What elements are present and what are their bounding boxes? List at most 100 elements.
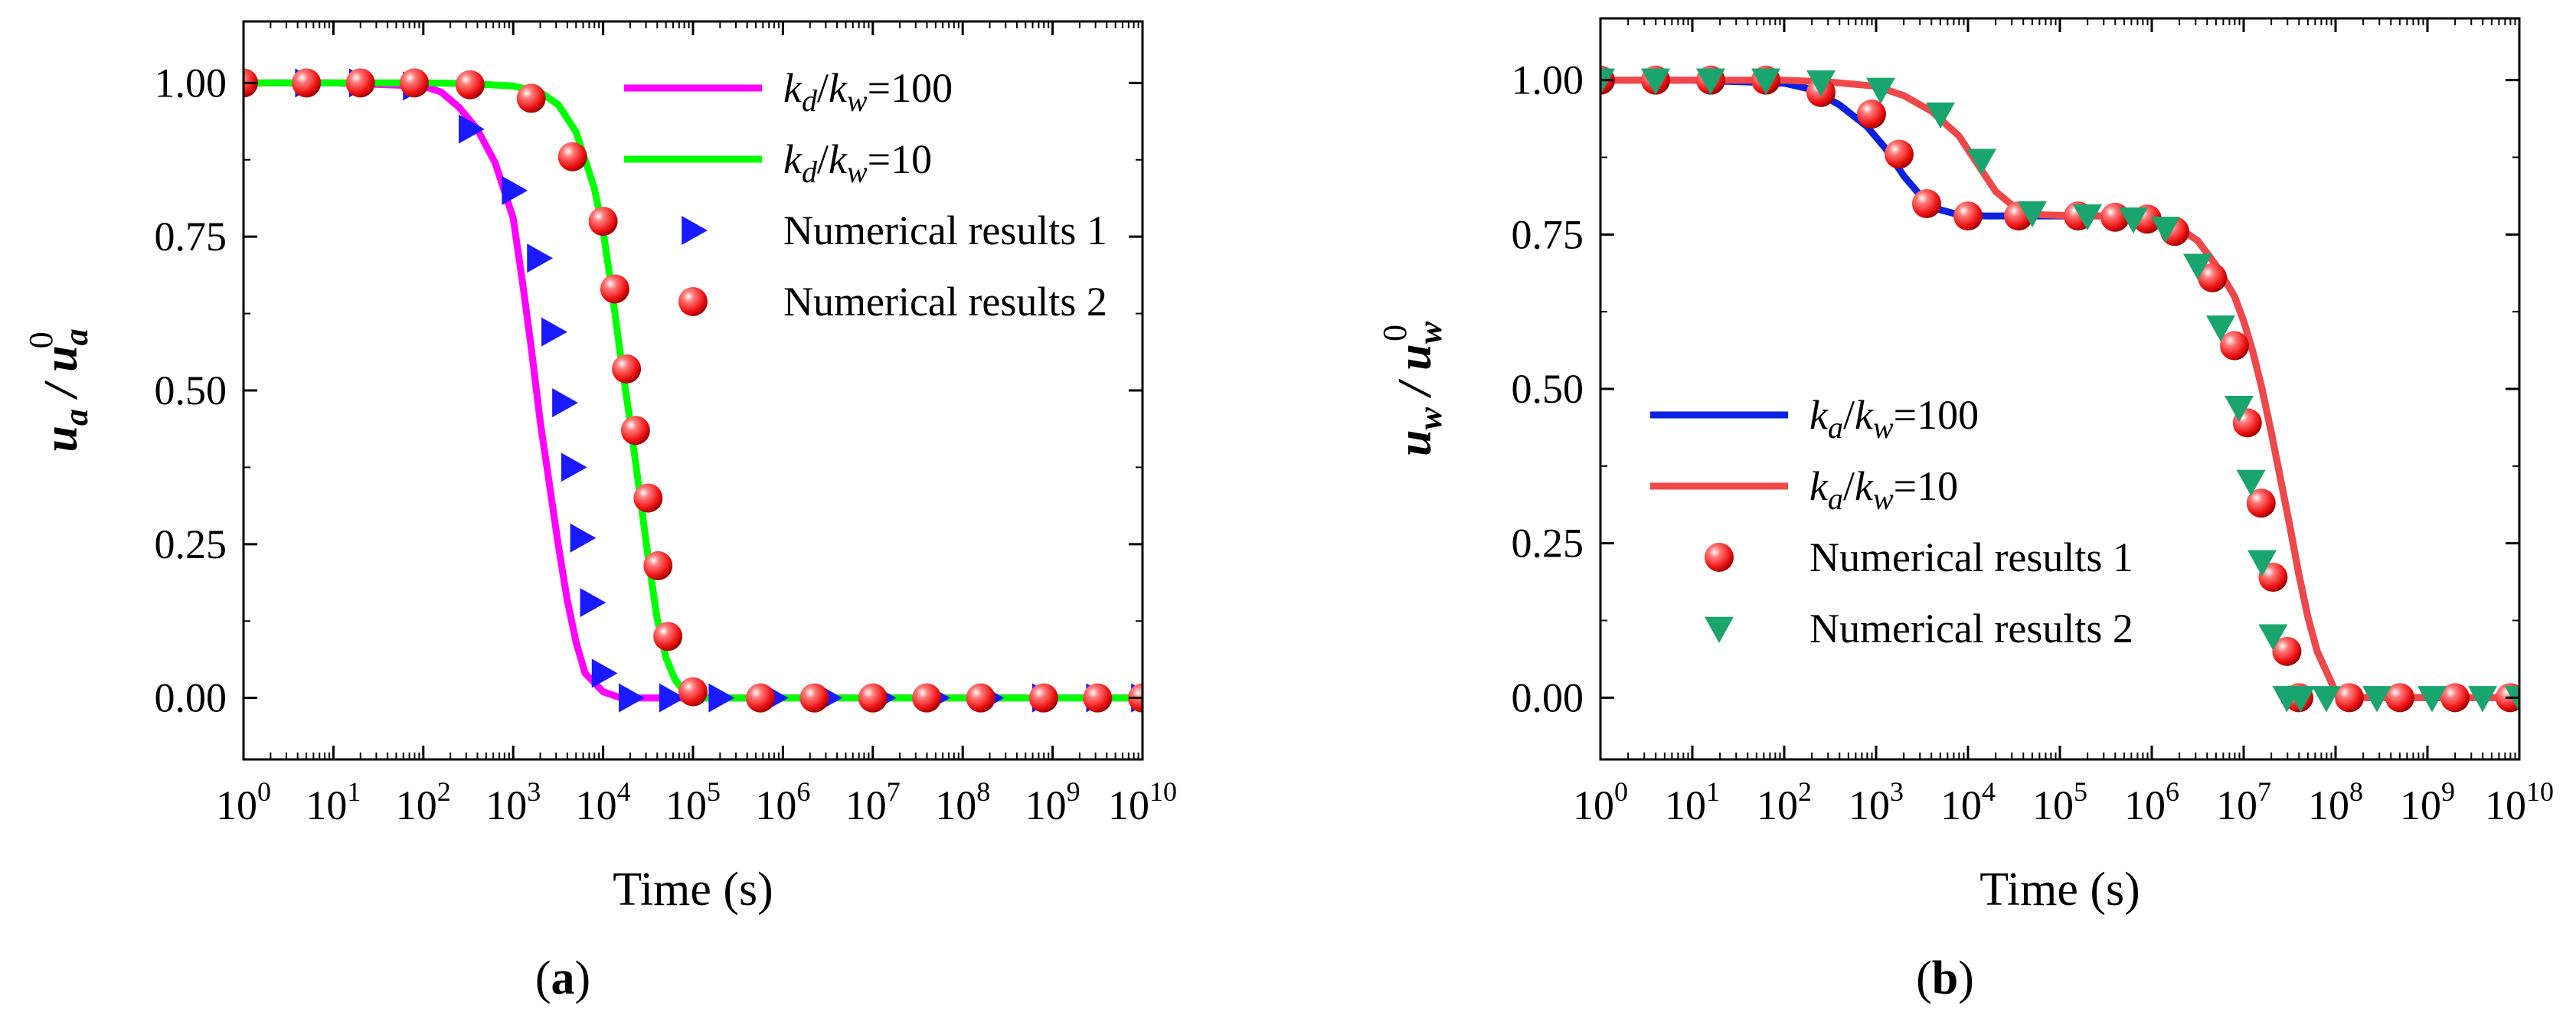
y-axis-label: ua / ua0 bbox=[22, 328, 95, 452]
series-line-1 bbox=[244, 79, 1143, 702]
data-point-s1-6 bbox=[502, 175, 528, 205]
x-tick-label: 102 bbox=[1757, 776, 1812, 828]
data-point-s2-3 bbox=[1696, 68, 1725, 95]
x-tick-label: 109 bbox=[2400, 776, 2455, 828]
data-point-s1-15 bbox=[2198, 263, 2228, 292]
data-point-s1-9 bbox=[552, 388, 578, 418]
data-point-s2-3 bbox=[345, 68, 375, 98]
data-point-s2-12 bbox=[633, 483, 663, 513]
legend-marker bbox=[682, 216, 708, 245]
data-point-s2-22 bbox=[2362, 686, 2391, 713]
legend-marker bbox=[1705, 543, 1734, 572]
data-point-s2-14 bbox=[653, 622, 683, 651]
x-tick-label: 108 bbox=[2308, 776, 2363, 828]
y-axis-label: uw / uw0 bbox=[1376, 321, 1449, 456]
data-point-s2-8 bbox=[588, 207, 618, 237]
data-point-s2-16 bbox=[2236, 469, 2266, 496]
y-axis: 0.00 0.25 0.50 0.75 1.00 bbox=[155, 60, 1143, 721]
data-point-s2-4 bbox=[400, 68, 430, 98]
panel-label: (b) bbox=[1916, 952, 1974, 1004]
data-point-s2-11 bbox=[620, 416, 650, 446]
data-point-s2-17 bbox=[2247, 550, 2277, 576]
data-point-s2-25 bbox=[2505, 686, 2519, 713]
legend-label: Numerical results 2 bbox=[783, 279, 1107, 325]
data-point-s2-18 bbox=[2258, 624, 2288, 651]
y-tick-label: 1.00 bbox=[155, 60, 227, 106]
legend-label: kd/kw=10 bbox=[783, 136, 932, 189]
data-point-s1-15 bbox=[659, 683, 685, 713]
y-tick-label: 0.00 bbox=[155, 675, 227, 721]
legend-item: Numerical results 1 bbox=[1705, 534, 2133, 580]
data-point-s2-8 bbox=[1967, 149, 1996, 175]
data-point-s2-21 bbox=[1028, 683, 1058, 713]
data-point-s2-15 bbox=[678, 677, 708, 707]
data-point-s2-7 bbox=[1926, 102, 1955, 129]
x-axis-label: Time (s) bbox=[613, 864, 773, 916]
legend-label: Numerical results 1 bbox=[783, 207, 1107, 253]
x-axis: 100 101 102 103 104 105 106 107 108 109 1010 bbox=[216, 21, 1177, 828]
data-point-s2-14 bbox=[2206, 315, 2235, 342]
y-tick-label: 0.50 bbox=[1512, 366, 1584, 412]
y-axis: 0.00 0.25 0.50 0.75 1.00 bbox=[1512, 57, 2519, 720]
data-point-s2-5 bbox=[455, 70, 485, 100]
legend-item: Numerical results 2 bbox=[678, 279, 1107, 325]
data-point-s2-6 bbox=[516, 83, 546, 113]
data-point-s2-9 bbox=[2018, 201, 2047, 228]
legend-label: kd/kw=100 bbox=[783, 65, 953, 118]
x-tick-label: 1010 bbox=[1108, 776, 1177, 828]
x-tick-label: 108 bbox=[935, 776, 990, 828]
legend: ka/kw=100 ka/kw=10 Numerical results 1 Nume… bbox=[1650, 392, 2133, 651]
legend-label: Numerical results 1 bbox=[1809, 534, 2133, 580]
x-tick-label: 1010 bbox=[2485, 776, 2554, 828]
x-tick-label: 105 bbox=[665, 776, 721, 828]
legend-item: ka/kw=100 bbox=[1650, 392, 1979, 445]
data-point-s2-16 bbox=[746, 683, 776, 713]
data-point-s2-17 bbox=[799, 683, 829, 713]
panel-a: 100 101 102 103 104 105 106 107 108 109 10100.000.… bbox=[22, 20, 1177, 1004]
data-point-s2-19 bbox=[912, 683, 942, 713]
panel-label: (a) bbox=[535, 952, 590, 1004]
legend-item: Numerical results 2 bbox=[1705, 606, 2133, 651]
data-point-s1-22 bbox=[2335, 683, 2364, 713]
x-tick-label: 100 bbox=[1573, 776, 1628, 828]
legend-label: ka/kw=10 bbox=[1809, 463, 1958, 516]
data-point-s1-6 bbox=[1857, 100, 1886, 129]
data-point-s2-13 bbox=[2183, 253, 2212, 280]
x-tick-label: 107 bbox=[2216, 776, 2271, 828]
data-point-s2-23 bbox=[2417, 686, 2447, 713]
data-point-s2-10 bbox=[2073, 204, 2102, 231]
y-tick-label: 0.25 bbox=[155, 521, 227, 567]
data-point-s1-7 bbox=[1885, 139, 1914, 169]
x-tick-label: 107 bbox=[845, 776, 901, 828]
data-point-s2-18 bbox=[858, 683, 888, 713]
data-point-s1-10 bbox=[561, 452, 587, 482]
x-tick-label: 106 bbox=[755, 776, 810, 828]
legend-marker bbox=[678, 287, 708, 316]
y-tick-label: 0.00 bbox=[1512, 674, 1584, 720]
data-point-s2-10 bbox=[612, 354, 642, 384]
data-point-s1-23 bbox=[2385, 683, 2414, 713]
x-tick-label: 103 bbox=[485, 776, 541, 828]
x-tick-label: 109 bbox=[1025, 776, 1080, 828]
data-point-s2-9 bbox=[600, 274, 629, 304]
x-tick-label: 103 bbox=[1849, 776, 1904, 828]
data-point-s2-13 bbox=[643, 550, 673, 580]
x-tick-label: 101 bbox=[306, 776, 361, 828]
data-point-s1-11 bbox=[570, 523, 597, 553]
plot-area bbox=[1600, 65, 2519, 713]
data-point-s2-15 bbox=[2225, 396, 2254, 423]
x-axis: 100 101 102 103 104 105 106 107 108 109 1010 bbox=[1573, 18, 2554, 828]
plot-frame bbox=[242, 20, 1144, 761]
data-point-s1-16 bbox=[708, 683, 735, 713]
data-point-s2-2 bbox=[292, 68, 322, 98]
y-tick-label: 0.75 bbox=[155, 214, 227, 260]
data-point-s2-2 bbox=[1641, 68, 1670, 95]
legend-item: kd/kw=100 bbox=[624, 65, 953, 118]
data-point-s1-14 bbox=[619, 683, 645, 713]
legend-marker bbox=[1705, 616, 1734, 643]
x-tick-label: 102 bbox=[396, 776, 451, 828]
x-axis-label: Time (s) bbox=[1979, 864, 2140, 916]
legend-item: Numerical results 1 bbox=[682, 207, 1107, 253]
data-point-s2-22 bbox=[1083, 683, 1113, 713]
